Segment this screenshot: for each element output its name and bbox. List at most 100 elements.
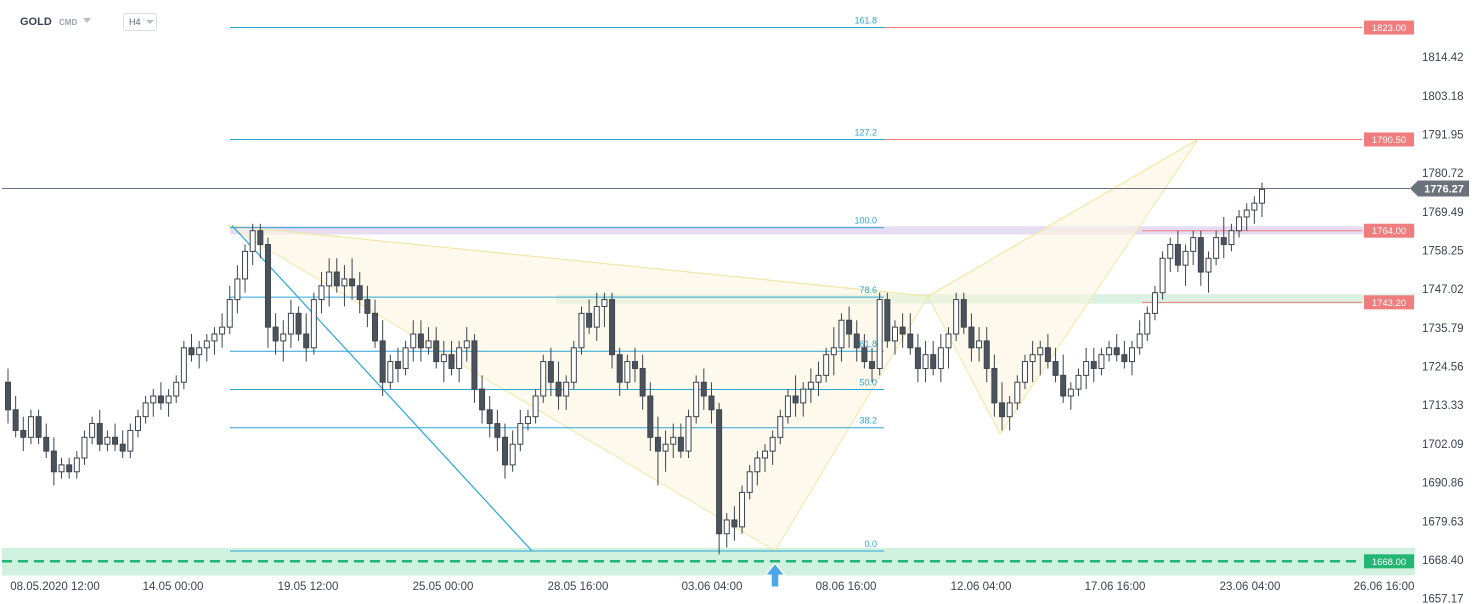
candle-body bbox=[555, 381, 562, 397]
source-label[interactable]: CMD bbox=[59, 18, 78, 27]
candle-body bbox=[700, 381, 707, 397]
candle-body bbox=[134, 416, 141, 431]
candle-body bbox=[1236, 216, 1243, 232]
timeframe-label: H4 bbox=[129, 17, 141, 27]
candle-body bbox=[846, 319, 853, 335]
candle-body bbox=[165, 395, 172, 404]
candle-body bbox=[1197, 237, 1204, 273]
up-arrow-icon bbox=[763, 562, 787, 589]
candle-body bbox=[647, 395, 654, 438]
candle-body bbox=[1144, 312, 1151, 335]
candle-body bbox=[670, 436, 677, 445]
timeframe-select[interactable]: H4 bbox=[123, 13, 157, 31]
price-level-badge bbox=[1364, 295, 1414, 310]
candle-body bbox=[976, 340, 983, 349]
x-axis-tick-label: 03.06 04:00 bbox=[682, 581, 743, 593]
candle-body bbox=[1044, 347, 1051, 363]
candle-body bbox=[1121, 354, 1128, 363]
candle-body bbox=[226, 299, 233, 328]
candle-body bbox=[693, 381, 700, 418]
candle-body bbox=[632, 361, 638, 369]
fib-level-label: 38.2 bbox=[859, 416, 877, 426]
x-axis-tick-label: 26.06 16:00 bbox=[1354, 581, 1415, 593]
candle-body bbox=[349, 278, 356, 287]
x-axis-tick-label: 12.06 04:00 bbox=[951, 581, 1012, 593]
fib-level-label: 161.8 bbox=[854, 16, 877, 26]
candle-body bbox=[66, 464, 73, 473]
candle-body bbox=[830, 347, 837, 356]
candle-body bbox=[12, 409, 19, 431]
y-axis-tick-label: 1803.18 bbox=[1422, 91, 1464, 103]
candle-body bbox=[616, 354, 623, 383]
candle-body bbox=[570, 347, 577, 383]
candle-body bbox=[1067, 388, 1074, 397]
price-level-badge-label: 1823.00 bbox=[1372, 23, 1406, 34]
candle-body bbox=[685, 416, 692, 452]
candle-body bbox=[1090, 361, 1097, 369]
candle-body bbox=[731, 519, 738, 528]
candle-body bbox=[287, 312, 294, 335]
candle-body bbox=[494, 423, 501, 438]
candle-body bbox=[150, 395, 157, 404]
candle-body bbox=[417, 333, 424, 349]
candle-body bbox=[257, 230, 264, 245]
candle-body bbox=[456, 347, 463, 369]
candle-body bbox=[746, 471, 753, 493]
candle-body bbox=[219, 326, 226, 335]
candle-body bbox=[609, 299, 616, 356]
candle-body bbox=[333, 271, 340, 287]
symbol-label[interactable]: GOLD bbox=[20, 16, 52, 28]
candle-body bbox=[876, 299, 883, 369]
candle-body bbox=[1136, 333, 1143, 349]
candle-body bbox=[249, 230, 256, 252]
candle-body bbox=[891, 326, 898, 342]
candle-body bbox=[402, 347, 409, 369]
candle-body bbox=[50, 450, 57, 473]
candle-body bbox=[907, 333, 914, 349]
fib-level-label: 127.2 bbox=[854, 127, 877, 137]
candle-body bbox=[884, 299, 891, 342]
candle-body bbox=[1190, 237, 1197, 252]
candle-body bbox=[784, 395, 791, 418]
candle-body bbox=[983, 340, 990, 369]
candle-body bbox=[815, 374, 822, 383]
candle-body bbox=[547, 361, 554, 383]
candle-body bbox=[754, 457, 761, 473]
chevron-down-icon[interactable] bbox=[83, 18, 91, 23]
candle-body bbox=[930, 354, 937, 369]
candle-body bbox=[1213, 237, 1220, 259]
candle-body bbox=[341, 278, 348, 287]
candle-body bbox=[1151, 292, 1158, 314]
candle-body bbox=[761, 450, 768, 459]
candle-body bbox=[1106, 347, 1113, 356]
candle-body bbox=[27, 416, 34, 438]
candle-body bbox=[654, 436, 661, 452]
x-axis-tick-label: 19.05 12:00 bbox=[278, 581, 339, 593]
candle-body bbox=[838, 319, 845, 349]
fib-trend-line bbox=[231, 225, 533, 552]
candle-body bbox=[777, 416, 784, 438]
candle-body bbox=[899, 326, 906, 335]
candle-body bbox=[716, 409, 723, 535]
fib-level-label: 0.0 bbox=[864, 539, 877, 549]
candle-body bbox=[1052, 361, 1059, 376]
candle-body bbox=[364, 299, 371, 314]
candle-body bbox=[188, 347, 195, 356]
candle-body bbox=[242, 250, 249, 280]
y-axis-tick-label: 1758.25 bbox=[1422, 246, 1464, 258]
candle-body bbox=[157, 395, 164, 404]
candle-body bbox=[112, 436, 119, 445]
candle-body bbox=[639, 367, 646, 397]
x-axis-tick-label: 23.06 04:00 bbox=[1220, 581, 1281, 593]
candle-body bbox=[1060, 374, 1067, 397]
x-axis-tick-label: 17.06 16:00 bbox=[1085, 581, 1146, 593]
candle-body bbox=[264, 243, 271, 328]
candle-body bbox=[89, 423, 96, 438]
x-axis-tick-label: 28.05 16:00 bbox=[548, 581, 609, 593]
candle-body bbox=[310, 299, 317, 349]
candle-body bbox=[502, 436, 509, 466]
candle-body bbox=[800, 388, 807, 404]
candle-body bbox=[303, 333, 310, 349]
price-level-badge-label: 1743.20 bbox=[1372, 298, 1406, 309]
